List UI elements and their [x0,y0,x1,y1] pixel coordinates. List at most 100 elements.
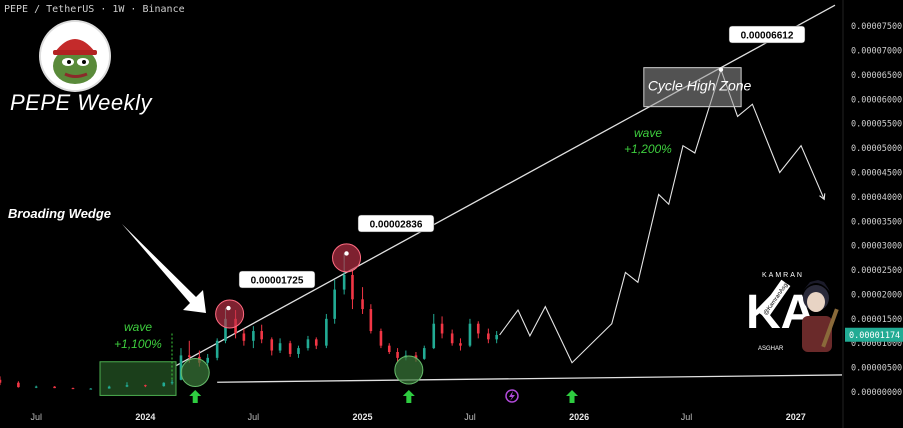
candle-body [17,382,20,388]
y-tick-label: 0.00000000 [851,388,902,398]
kamran-asghar-watermark: KAMRAN KA @KamranAsghar ASGHAR [744,268,842,354]
current-price-label: 0.00001174 [849,331,900,341]
candle-body [71,388,75,390]
price-callout-label: 0.00002836 [370,220,423,231]
y-tick-label: 0.00006000 [851,95,902,105]
price-callout-box [357,214,435,233]
candle-body [306,339,310,349]
event-marker-icon [505,389,519,403]
x-tick-label: Jul [464,412,476,422]
x-tick-label: 2024 [135,412,155,422]
candle-body [53,386,56,389]
x-tick-label: 2025 [353,412,373,422]
wedge-support-line [217,374,843,383]
y-tick-label: 0.00003000 [851,242,902,252]
x-tick-label: Jul [30,412,42,422]
x-tick-label: 2027 [786,412,806,422]
candle-body [224,318,227,341]
event-bolt-icon [509,391,515,401]
price-callout-box [728,25,806,44]
broadening-wedge-label: Broading Wedge [8,206,111,221]
candle-body [206,357,209,363]
candle-body [333,289,336,319]
candle-body [396,352,399,358]
candle-body [144,385,147,387]
y-tick-label: 0.00001500 [851,315,902,325]
candle-body [314,339,318,346]
y-tick-label: 0.00006500 [851,71,902,81]
candle-body [242,333,246,341]
candle-body [297,348,300,354]
wave-right-value: +1,200% [624,142,672,156]
candle-body [342,274,346,290]
candle-body [487,333,490,340]
candle-body [170,382,174,384]
candle-body [351,274,354,300]
current-price-tag [845,327,903,342]
y-tick-label: 0.00005500 [851,120,902,130]
candle-body [162,382,166,387]
low-highlight-circle [394,355,424,385]
price-axis-panel [843,0,903,428]
price-callout-box [238,270,316,289]
wedge-resistance-line [175,4,836,367]
candle-body [89,388,93,390]
candle-body [468,323,472,346]
watermark-name: ASGHAR [758,346,784,352]
y-tick-label: 0.00001000 [851,339,902,349]
candle-body [369,309,373,332]
y-tick-label: 0.00004500 [851,169,902,179]
wave-left-value: +1,100% [114,337,162,351]
price-callout-label: 0.00006612 [741,31,794,42]
peak-marker-dot [344,251,349,256]
symbol-header: PEPE / TetherUS · 1W · Binance [4,4,185,15]
pepe-frog-logo-icon [41,22,109,90]
candle-body [278,343,282,351]
low-highlight-circle [180,357,210,387]
y-tick-label: 0.00005000 [851,144,902,154]
up-arrow-icon [189,390,202,403]
projection-arrowhead [819,193,826,201]
projection-path [499,67,825,364]
candle-body [459,343,462,346]
candle-body [0,379,2,383]
candle-body [495,334,498,340]
y-tick-label: 0.00007000 [851,47,902,57]
candle-body [34,386,38,388]
y-tick-label: 0.00007500 [851,22,902,32]
y-tick-label: 0.00000500 [851,364,902,374]
cycle-high-zone-box [643,67,742,108]
peak-marker-dot [226,305,231,311]
candle-body [422,348,426,359]
wave-left-label: wave [124,320,152,334]
candle-body [414,355,418,359]
candle-body [387,345,391,353]
candle-body [260,331,263,340]
candle-body [450,333,454,344]
y-tick-label: 0.00002500 [851,266,902,276]
up-arrow-icon [402,390,415,403]
watermark-brand: KAMRAN [762,272,804,279]
candle-body [125,385,129,387]
candle-body [432,323,436,349]
candle-body [440,323,444,334]
chart-title: PEPE Weekly [10,90,153,115]
y-tick-label: 0.00003500 [851,217,902,227]
candle-body [476,323,480,334]
x-tick-label: 2026 [569,412,589,422]
wave-right-label: wave [634,126,662,140]
x-tick-label: Jul [681,412,693,422]
candle-body [252,331,255,341]
up-arrow-icon [566,390,579,403]
cycle-high-zone-label: Cycle High Zone [648,78,752,94]
candle-body [187,355,191,357]
peak-marker-dot [718,67,724,72]
accumulation-box [99,361,177,396]
price-callout-label: 0.00001725 [251,276,304,287]
y-tick-label: 0.00002000 [851,290,902,300]
y-tick-label: 0.00004000 [851,193,902,203]
candle-body [361,299,364,310]
candle-body [325,318,328,346]
candle-body [288,343,292,354]
